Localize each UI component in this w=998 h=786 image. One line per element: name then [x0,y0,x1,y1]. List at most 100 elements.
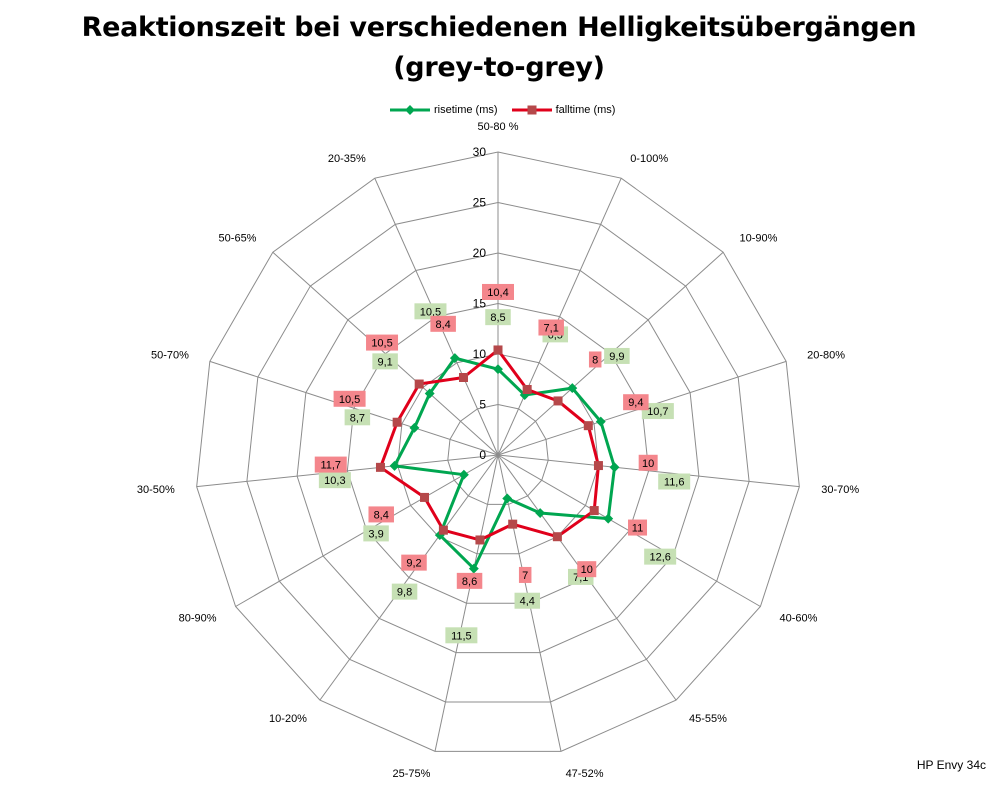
data-point [438,525,448,535]
data-point [589,506,599,516]
data-label: 10,5 [420,306,441,318]
grid-ring [397,353,599,555]
category-label: 47-52% [566,768,604,780]
data-label-bg [485,309,511,326]
series-falltime [375,345,603,545]
grid-spoke [434,454,499,752]
category-label: 25-75% [393,768,431,780]
data-label-bg [514,592,541,609]
data-label: 8,5 [490,312,505,324]
category-label: 20-80% [807,350,845,362]
category-label: 20-35% [328,153,366,165]
data-point [468,563,479,574]
data-label: 10,3 [324,475,345,487]
data-label: 8,4 [436,319,451,331]
category-label: 80-90% [179,613,217,625]
legend-fall-label: falltime (ms) [555,104,616,116]
data-label-bg [391,583,418,600]
data-point [493,364,503,375]
data-label-bg [482,283,514,300]
chart-legend: risetime (ms) falltime (ms) [390,100,629,120]
data-label-bg [363,525,389,542]
data-label-bg [445,627,478,644]
data-point [535,508,546,518]
category-label: 10-20% [269,713,307,725]
data-label: 11,6 [664,477,685,489]
data-point [603,513,614,524]
data-point [493,345,503,355]
data-label-bg [333,390,366,407]
data-label: 7 [522,570,528,582]
data-label: 4,4 [520,596,535,608]
category-label: 10-90% [740,233,778,245]
data-label: 9,8 [397,587,412,599]
data-point [414,379,424,389]
grid-spoke [319,454,499,701]
category-label: 50-70% [151,350,189,362]
data-point [389,460,400,471]
data-point [392,417,402,427]
data-point [458,372,468,382]
tick-label: 5 [479,398,486,412]
data-label-bg [344,409,371,426]
data-label-bg [604,347,630,364]
grid-spoke [209,360,499,456]
grid-ring [296,252,700,654]
data-label-bg [314,456,347,473]
data-label: 12,6 [649,552,670,564]
data-label-bg [658,473,691,490]
data-label: 10 [581,564,593,576]
chart-title: Reaktionszeit bei verschiedenen Helligke… [0,8,998,88]
data-label-bg [414,303,447,320]
data-label: 7,1 [544,323,559,335]
data-label: 9,1 [377,356,392,368]
category-label: 50-65% [219,233,257,245]
tick-label: 15 [473,297,487,311]
category-label: 40-60% [779,613,817,625]
data-label-bg [628,519,648,536]
data-label: 11,7 [320,460,341,472]
data-point [424,388,435,399]
legend-rise-label: risetime (ms) [434,104,498,116]
grid-ring [246,201,750,703]
grid-ring [196,151,800,752]
data-label: 8,7 [350,412,365,424]
data-label: 9,4 [628,397,643,409]
grid-spoke [196,454,499,488]
grid-spoke [497,454,800,488]
data-point [553,396,563,406]
data-point [475,535,485,545]
chart-title-line2: (grey-to-grey) [393,52,605,83]
data-point [502,493,513,504]
data-label: 10,5 [371,338,392,350]
data-label-bg [318,472,351,489]
grid-spoke [497,177,622,456]
data-label: 8,4 [374,509,389,521]
data-label: 8,6 [462,576,477,588]
data-point [449,353,460,364]
chart-title-line1: Reaktionszeit bei verschiedenen Helligke… [81,12,917,43]
watermark: HP Envy 34c [916,758,986,772]
data-label-bg [456,572,483,589]
legend-rise-marker [390,105,430,115]
grid-ring [447,403,549,505]
category-label: 0-100% [630,153,668,165]
data-point [567,383,578,394]
data-label: 10,5 [339,394,360,406]
data-label: 10 [642,458,654,470]
data-label-bg [366,334,399,351]
data-label: 11,5 [451,630,472,642]
data-label-bg [401,554,427,571]
data-point [593,461,603,471]
series-line [378,348,600,542]
data-label-bg [644,548,677,565]
data-label: 9,2 [406,558,421,570]
tick-label: 30 [473,145,487,159]
data-label: 10,7 [647,406,668,418]
data-label-bg [577,561,597,578]
tick-label: 0 [479,448,486,462]
data-point [583,421,593,431]
data-point [522,384,532,394]
data-label-bg [518,566,532,583]
